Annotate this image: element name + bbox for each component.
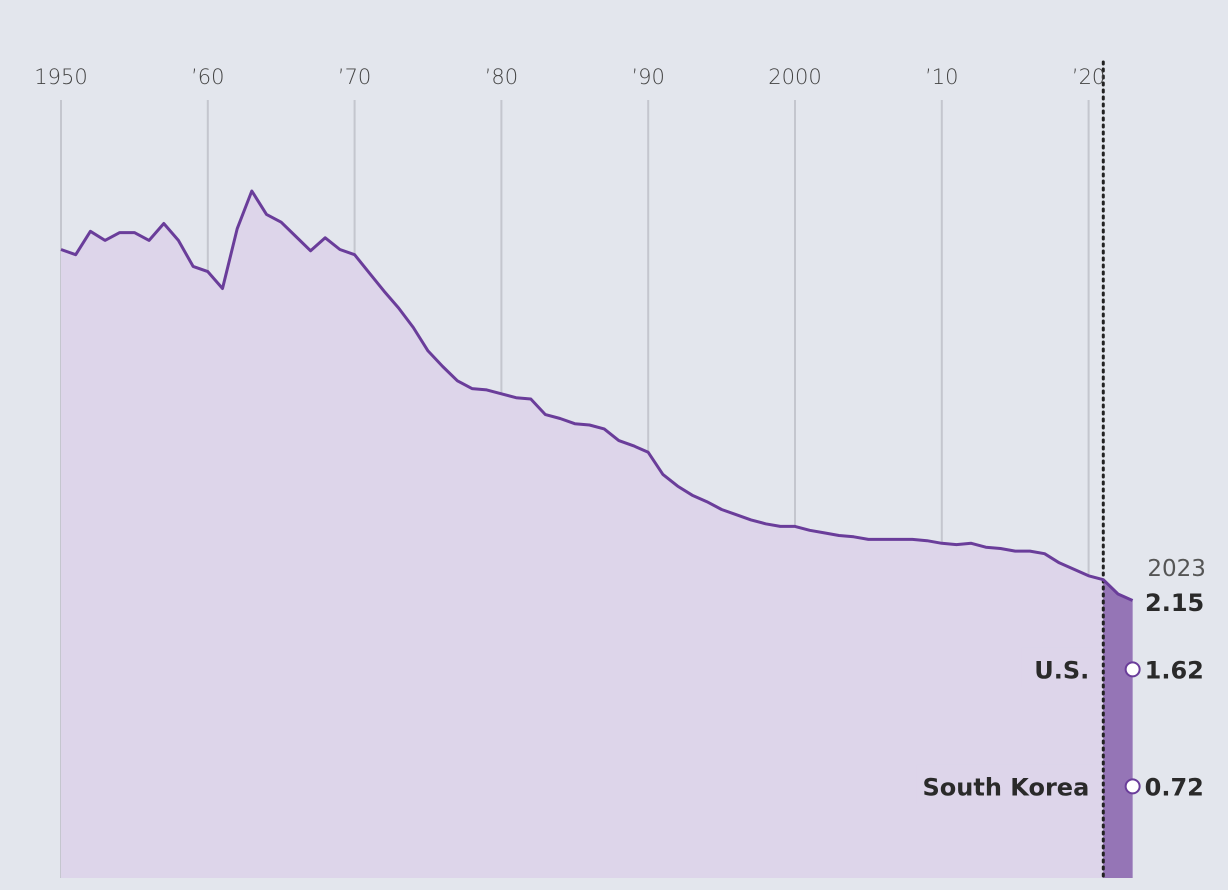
end-year-label: 2023 [1147,556,1206,582]
annotation-value: 0.72 [1145,773,1204,801]
annotation-marker [1124,661,1141,678]
annotation-name: U.S. [1034,656,1089,684]
annotation-name: South Korea [923,773,1090,801]
x-tick-label: ’70 [338,65,371,89]
annotation-label-bg [1021,647,1094,688]
annotation-label-bg [916,764,1094,805]
annotation-marker [1124,778,1141,795]
x-tick-label: ’80 [485,65,518,89]
highlight-area [1103,579,1133,878]
annotation-value: 1.62 [1145,656,1204,684]
x-tick-label: 2000 [768,65,821,89]
x-tick-label: ’60 [191,65,224,89]
x-tick-label: 1950 [34,65,87,89]
x-tick-label: ’10 [925,65,958,89]
series-line [60,189,1134,602]
x-tick-label: ’90 [631,65,664,89]
area-fill [61,191,1133,878]
end-value-label: 2.15 [1145,589,1204,617]
x-tick-label: ’20 [1072,65,1105,89]
